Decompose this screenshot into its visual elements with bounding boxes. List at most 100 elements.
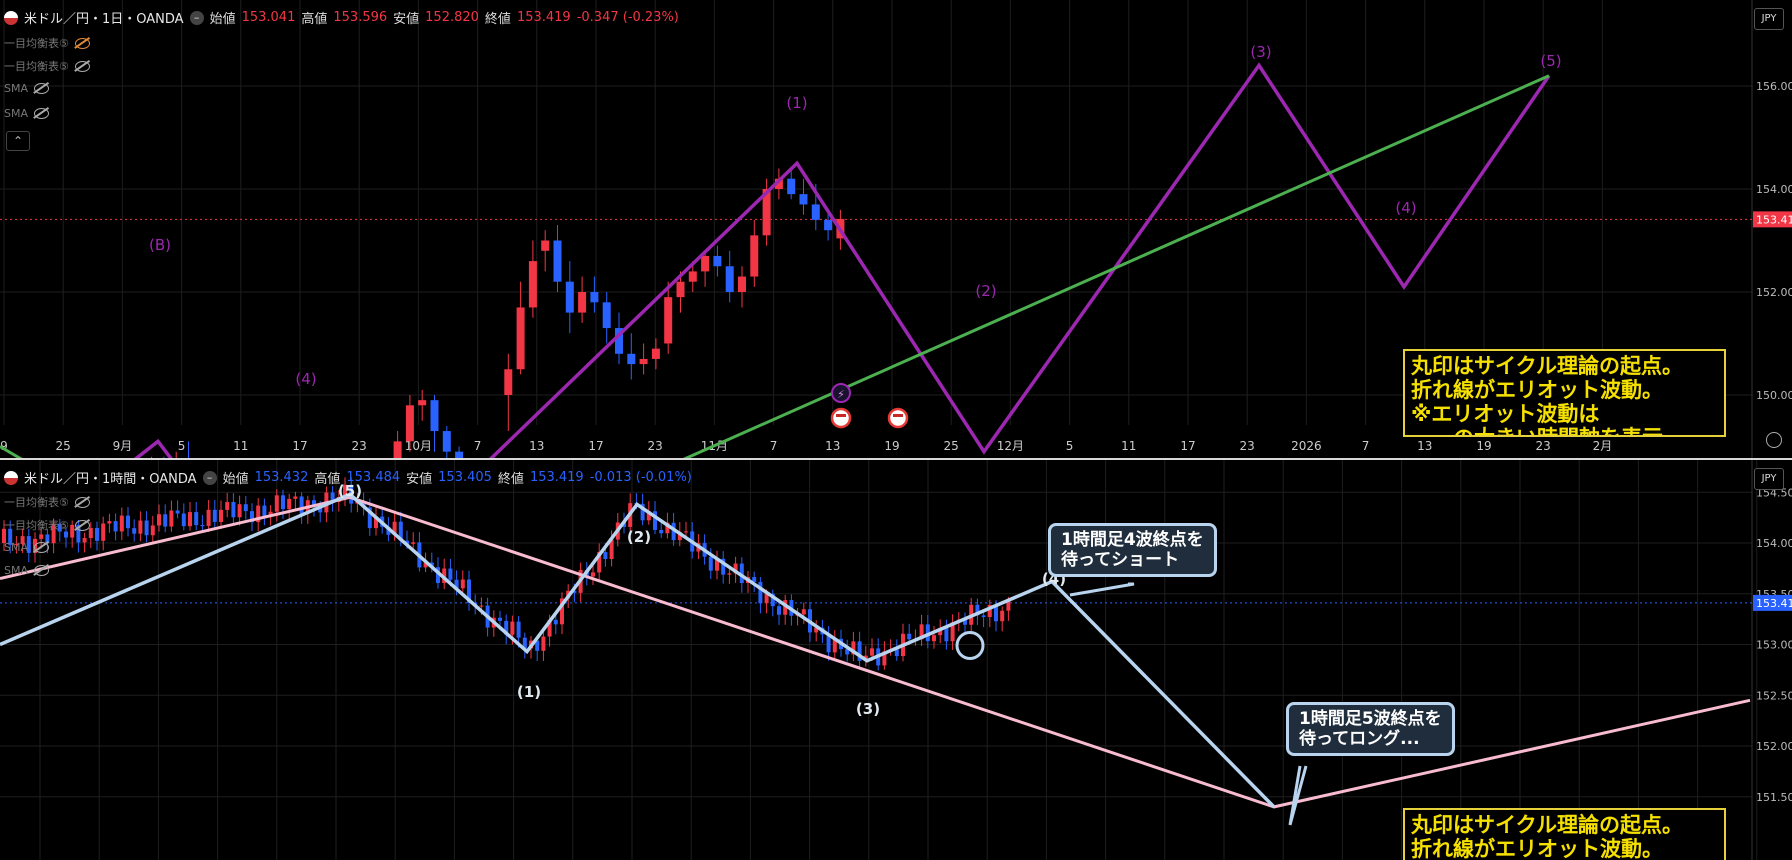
currency-button[interactable]: JPY xyxy=(1754,8,1784,30)
x-tick-label: 11 xyxy=(233,439,248,453)
candle-body xyxy=(553,619,558,625)
y-tick-label: 156.00 xyxy=(1756,80,1792,93)
indicator-label: SMA xyxy=(4,541,28,554)
candle-body xyxy=(578,292,587,313)
hourly-chart-header: 米ドル／円・1時間・OANDA – 始値 153.432 高値 153.484 安値… xyxy=(4,468,692,487)
candle-body xyxy=(857,641,862,661)
elliott-wave-line xyxy=(0,492,1276,809)
candle-body xyxy=(994,604,998,622)
close-value: 153.419 xyxy=(516,10,571,25)
candle-body xyxy=(590,292,599,303)
trend-line-green xyxy=(0,74,1550,459)
symbol-title[interactable]: 米ドル／円・1時間・OANDA xyxy=(24,472,197,487)
candle-body xyxy=(665,522,670,534)
candle-body xyxy=(987,604,992,618)
low-value: 153.405 xyxy=(438,470,492,485)
x-tick-label: 2026 xyxy=(1291,439,1322,453)
event-lightning-glyph: ⚡ xyxy=(837,388,845,401)
hidden-eye-icon[interactable] xyxy=(74,37,90,49)
candle-body xyxy=(963,619,967,625)
collapse-minus-icon[interactable]: – xyxy=(202,470,217,485)
x-tick-label: 9 xyxy=(0,439,8,453)
candle-body xyxy=(393,441,402,459)
pane-divider[interactable] xyxy=(0,458,1792,460)
candle-body xyxy=(750,235,759,277)
hourly-chart-pane[interactable]: 154.50 154.00 153.50 153.00 152.50 152.00 151.… xyxy=(0,460,1792,860)
candle-body xyxy=(442,431,451,452)
open-value: 153.041 xyxy=(241,10,296,25)
high-label: 高値 xyxy=(301,12,328,27)
candle-body xyxy=(826,634,831,653)
current-price-tag xyxy=(1753,594,1792,611)
hidden-eye-icon[interactable] xyxy=(34,565,49,576)
indicator-ichimoku-1[interactable]: 一目均衡表⑤ xyxy=(4,494,90,510)
candle-body xyxy=(20,536,25,544)
candle-body xyxy=(262,505,267,516)
candle-body xyxy=(175,510,180,514)
y-tick-label: 153.00 xyxy=(1756,639,1792,652)
candle-body xyxy=(541,636,546,651)
candle-body xyxy=(138,520,143,534)
hidden-eye-icon[interactable] xyxy=(34,83,49,94)
indicator-ichimoku-2[interactable]: 一目均衡表⑤ xyxy=(4,517,90,533)
candle-body xyxy=(882,651,887,666)
callout-line: 1時間足4波終点を xyxy=(1061,530,1204,550)
candle-body xyxy=(268,511,273,516)
candle-body xyxy=(708,556,713,571)
hidden-eye-icon[interactable] xyxy=(74,60,90,72)
low-value: 152.820 xyxy=(425,10,479,25)
indicator-sma-1[interactable]: SMA xyxy=(4,82,49,95)
x-tick-label: 25 xyxy=(56,439,71,453)
candle-body xyxy=(715,558,719,571)
x-tick-label: 10月 xyxy=(405,439,432,453)
daily-chart-pane[interactable]: 158.00156.00154.00152.00150.00148.00146.… xyxy=(0,0,1792,459)
y-tick-label: 152.00 xyxy=(1756,740,1792,753)
settings-gear-icon[interactable] xyxy=(1766,432,1782,448)
candle-body xyxy=(39,534,44,539)
candle-body xyxy=(801,609,806,615)
long-callout-pointer xyxy=(1288,765,1308,826)
candle-body xyxy=(14,543,19,545)
change-value: -0.347 (-0.23%) xyxy=(576,10,679,25)
hourly-chart-canvas[interactable]: 154.50154.00153.50153.00152.50152.00151.… xyxy=(0,460,1792,860)
candle-body xyxy=(479,605,484,607)
candle-body xyxy=(975,604,980,616)
candle-body xyxy=(386,526,391,535)
wave-label: (4) xyxy=(1395,199,1416,217)
candle-body xyxy=(101,523,106,541)
cycle-start-circle xyxy=(955,631,985,661)
candle-body xyxy=(1000,610,1005,622)
hidden-eye-icon[interactable] xyxy=(74,496,90,508)
annotation-line: 折れ線がエリオット波動。 xyxy=(1411,837,1663,860)
candle-body xyxy=(460,579,465,589)
indicators-collapse-button[interactable]: ⌃ xyxy=(6,131,30,151)
hidden-eye-icon[interactable] xyxy=(74,519,90,531)
close-label: 終値 xyxy=(484,12,511,27)
x-tick-label: 7 xyxy=(1362,439,1370,453)
indicator-sma-2[interactable]: SMA xyxy=(4,107,49,120)
candle-body xyxy=(739,563,744,584)
candle-body xyxy=(938,627,943,636)
candle-body xyxy=(894,649,899,657)
collapse-minus-icon[interactable]: – xyxy=(189,10,204,25)
indicator-ichimoku-1[interactable]: 一目均衡表⑤ xyxy=(4,35,90,51)
hidden-eye-icon[interactable] xyxy=(34,108,49,119)
candle-body xyxy=(919,624,924,640)
candle-body xyxy=(752,577,757,582)
candle-body xyxy=(664,297,673,344)
currency-button[interactable]: JPY xyxy=(1754,468,1784,490)
hidden-eye-icon[interactable] xyxy=(34,542,49,553)
close-label: 終値 xyxy=(497,472,524,487)
annotation-line: 丸印はサイクル理論の起点。 xyxy=(1411,813,1683,837)
candle-body xyxy=(299,496,304,514)
candle-body xyxy=(430,400,439,432)
indicator-sma-1[interactable]: SMA xyxy=(4,541,49,554)
indicator-sma-2[interactable]: SMA xyxy=(4,564,49,577)
candle-body xyxy=(312,500,316,507)
symbol-title[interactable]: 米ドル／円・1日・OANDA xyxy=(24,12,184,27)
candle-body xyxy=(88,527,93,539)
candle-body xyxy=(455,451,464,459)
daily-chart-canvas[interactable]: 158.00156.00154.00152.00150.00148.00146.… xyxy=(0,0,1792,459)
indicator-ichimoku-2[interactable]: 一目均衡表⑤ xyxy=(4,58,90,74)
trend-line-pink xyxy=(0,495,1751,809)
